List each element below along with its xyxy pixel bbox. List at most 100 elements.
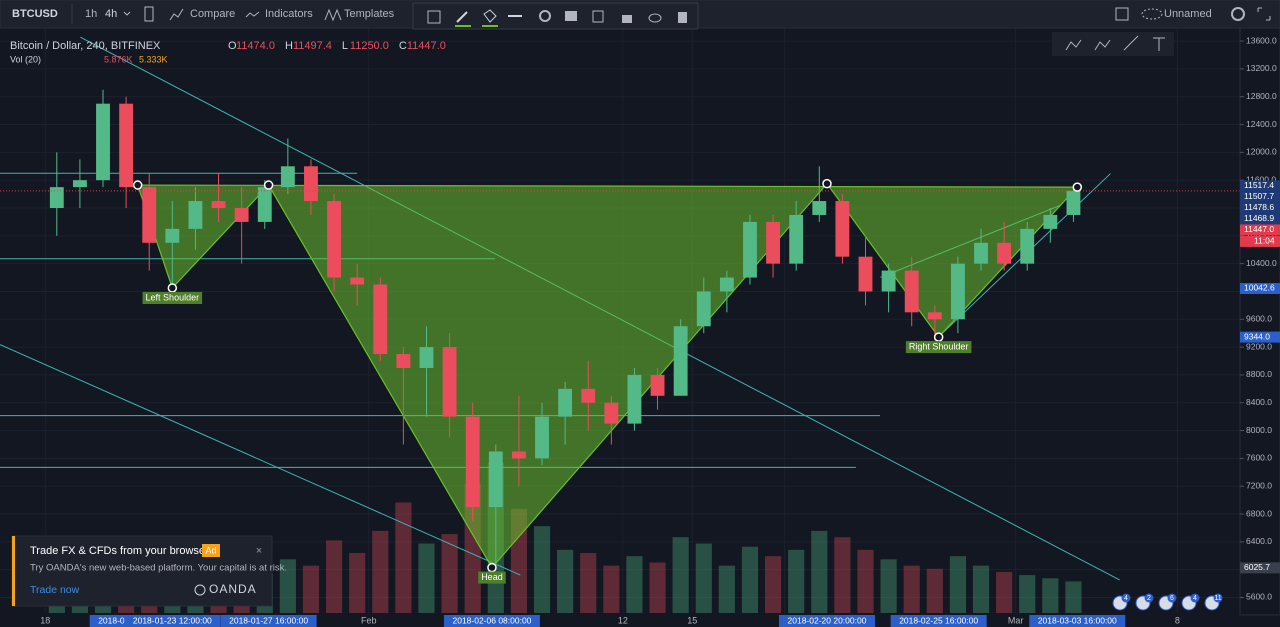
candle-body <box>511 451 526 459</box>
color-swatch <box>455 25 471 27</box>
visibility-icon[interactable] <box>648 13 662 23</box>
tool-icon[interactable] <box>427 10 441 24</box>
pattern-point[interactable] <box>487 562 497 573</box>
popup-action[interactable]: Trade now <box>30 584 80 596</box>
compare-icon[interactable] <box>169 8 184 21</box>
candle-body <box>535 416 549 459</box>
interval[interactable]: 4h <box>105 8 117 20</box>
price-tag <box>1240 282 1280 294</box>
volume-bar <box>926 568 943 613</box>
candle-body <box>142 187 157 243</box>
indicators-icon[interactable] <box>245 11 260 18</box>
candle-body <box>974 242 988 264</box>
tool-icon[interactable] <box>1094 39 1111 51</box>
candle-body <box>812 201 827 215</box>
lock-icon[interactable] <box>622 15 632 23</box>
ohlc-key: H <box>285 40 293 52</box>
candle-body <box>927 312 942 320</box>
templates-button[interactable]: Templates <box>344 8 395 20</box>
candle-body <box>1020 228 1035 264</box>
x-tick-label: 12 <box>618 615 628 625</box>
indicators-button[interactable]: Indicators <box>265 8 313 20</box>
axes: 13600.0 13200.0 12800.0 12400.0 12000.0 11600… <box>40 35 1280 627</box>
price-tag-label: 11507.7 <box>1244 191 1274 201</box>
symbol[interactable]: BTCUSD <box>12 8 58 20</box>
ad-badge <box>202 544 220 557</box>
volume-bar <box>557 549 574 613</box>
legend: O 11474.0 H 11497.4 L 11250.0 C 11447.0 <box>228 40 446 52</box>
y-tick-label: 5600.0 <box>1246 592 1272 602</box>
clone-icon[interactable] <box>592 10 604 23</box>
popup-text: Try OANDA's new web-based platform. Your… <box>30 563 287 574</box>
price-tag <box>1240 224 1280 236</box>
candle-body <box>696 291 711 327</box>
compare-button[interactable]: Compare <box>190 8 235 20</box>
volume-bar <box>349 553 366 613</box>
time-highlight <box>220 615 317 627</box>
expand-icon[interactable] <box>1257 7 1271 21</box>
pen-icon[interactable] <box>456 11 468 23</box>
pattern-point[interactable] <box>822 178 832 189</box>
interval[interactable]: 1h <box>85 8 97 20</box>
event-count-bg <box>1213 593 1223 603</box>
volume-bar <box>372 530 389 613</box>
countdown: 11:04 <box>1254 236 1275 246</box>
chart-type-icon[interactable] <box>144 6 154 22</box>
close-button[interactable]: × <box>256 545 262 557</box>
volume-value: 5.333K <box>139 54 168 64</box>
y-tick-label: 7600.0 <box>1246 453 1272 463</box>
cloud-icon[interactable] <box>1141 8 1163 20</box>
event-count: 2 <box>1147 595 1151 602</box>
event-count: 11 <box>1214 595 1221 602</box>
volume-bar <box>441 534 458 613</box>
pattern-label: Right Shoulder <box>909 341 969 351</box>
settings-icon[interactable] <box>1231 7 1245 21</box>
tool-icon[interactable] <box>1153 37 1165 51</box>
price-tag-label: 11447.0 <box>1244 224 1274 234</box>
volume-bar <box>996 571 1013 613</box>
label-box <box>142 291 203 304</box>
price-tag <box>1240 180 1280 192</box>
volume-value: 5.876K <box>104 54 133 64</box>
pattern-point[interactable] <box>263 180 274 190</box>
candle-body <box>96 103 110 181</box>
pattern-point[interactable] <box>132 180 143 190</box>
volume-bar <box>903 565 920 613</box>
candle-body <box>627 374 642 424</box>
candle-body <box>558 388 573 417</box>
pattern-point[interactable] <box>1072 182 1083 192</box>
volume-bar <box>764 556 782 613</box>
pattern-point[interactable] <box>167 283 178 293</box>
tool-icon[interactable] <box>1065 39 1082 51</box>
templates-icon[interactable] <box>324 8 342 22</box>
time-label: 2018-01-27 16:00:00 <box>229 615 308 625</box>
dropdown-icon[interactable] <box>123 11 131 16</box>
volume-bar <box>1019 575 1036 613</box>
volume-bar <box>972 565 990 613</box>
settings-icon[interactable] <box>539 10 551 22</box>
delete-icon[interactable] <box>678 12 687 23</box>
ad-popup: Trade FX & CFDs from your browser Ad × T… <box>11 535 287 607</box>
event-count: 4 <box>1124 595 1128 602</box>
volume-bar <box>649 562 666 613</box>
layers-icon[interactable] <box>565 11 577 21</box>
fullscreen-box[interactable] <box>1115 7 1129 21</box>
trend-line <box>0 344 521 576</box>
candle-body <box>581 388 596 403</box>
candle-body <box>304 166 318 202</box>
candle-body <box>327 201 341 278</box>
candle-body <box>488 451 503 508</box>
y-tick-label: 7200.0 <box>1246 480 1272 490</box>
ad-tag: Ad <box>205 545 216 555</box>
candle-body <box>350 277 365 285</box>
ohlc-value: 11497.4 <box>293 40 332 52</box>
candle-body <box>789 214 804 264</box>
time-highlight <box>124 615 221 627</box>
y-tick-label: 12400.0 <box>1246 119 1277 129</box>
layout-name[interactable]: Unnamed <box>1164 8 1212 20</box>
fill-icon[interactable] <box>483 9 497 23</box>
event-count: 4 <box>1193 595 1197 602</box>
time-label: 2018-03-03 16:00:00 <box>1038 615 1117 625</box>
pattern-point[interactable] <box>933 332 944 342</box>
tool-icon[interactable] <box>1123 35 1139 51</box>
